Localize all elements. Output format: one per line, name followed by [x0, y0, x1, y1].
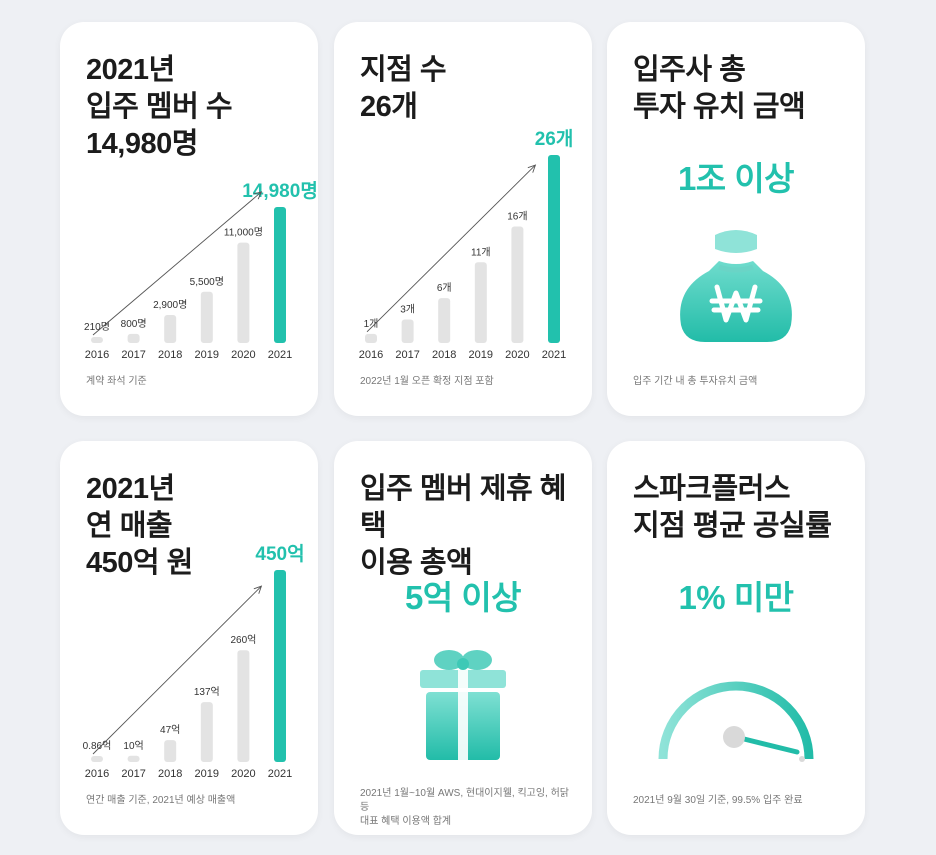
tick-label-2017: 2017	[395, 349, 419, 361]
gauge-needle	[733, 734, 800, 755]
card-note: 2021년 9월 30일 기준, 99.5% 입주 완료	[633, 795, 803, 806]
bar-2018	[164, 315, 177, 343]
data-label-2018: 2,900명	[153, 299, 187, 311]
bar-2021	[548, 155, 560, 343]
data-label-2020: 260억	[230, 634, 256, 646]
data-label-2016: 1개	[364, 318, 379, 330]
data-label-2020: 16개	[507, 211, 527, 223]
card-title: 스파크플러스 지점 평균 공실률	[633, 473, 832, 542]
data-label-2016: 210명	[84, 321, 110, 333]
tick-label-2021: 2021	[542, 349, 566, 361]
data-label-2020: 11,000명	[224, 227, 263, 239]
money-bag-icon	[680, 230, 792, 342]
card-title: 2021년 입주 멤버 수 14,980명	[86, 54, 233, 160]
card-branches: 지점 수 26개 1개 2016 3개 2017 6개 2018 11개 2019 16개 202…	[334, 22, 592, 416]
members-chart: 210명 2016 800명 2017 2,900명 2018 5,500명 2019 11,0…	[84, 180, 318, 361]
big-value: 1조 이상	[677, 160, 795, 197]
data-label-2019: 11개	[471, 246, 491, 258]
data-label-2021: 14,980명	[242, 180, 318, 202]
bar-2019	[200, 702, 213, 762]
card-members: 2021년 입주 멤버 수 14,980명 210명 2016 800명 2017 2,…	[60, 22, 318, 416]
tick-label-2016: 2016	[85, 768, 109, 780]
gift-box-icon	[420, 650, 506, 760]
tick-label-2019: 2019	[195, 768, 219, 780]
tick-label-2018: 2018	[158, 349, 182, 361]
tick-label-2020: 2020	[231, 768, 255, 780]
tick-label-2021: 2021	[268, 349, 292, 361]
data-label-2018: 47억	[160, 724, 180, 736]
tick-label-2018: 2018	[432, 349, 456, 361]
tick-label-2016: 2016	[85, 349, 109, 361]
tick-label-2020: 2020	[231, 349, 255, 361]
tick-label-2017: 2017	[121, 768, 145, 780]
card-note: 연간 매출 기준, 2021년 예상 매출액	[86, 795, 236, 806]
bar-2021	[274, 570, 286, 762]
tick-label-2019: 2019	[195, 349, 219, 361]
bar-2019	[474, 262, 487, 343]
tick-label-2017: 2017	[121, 349, 145, 361]
data-label-2021: 26개	[535, 128, 574, 150]
card-benefits: 입주 멤버 제휴 혜택 이용 총액 5억 이상 2021년 1월~10월 AWS…	[334, 441, 592, 835]
card-note: 2021년 1월~10월 AWS, 현대이지웰, 킥고잉, 허닭 등 대표 혜택…	[360, 788, 570, 827]
big-value: 1% 미만	[678, 579, 794, 616]
data-label-2019: 5,500명	[190, 276, 224, 288]
data-label-2017: 800명	[121, 318, 147, 330]
bar-2020	[237, 242, 250, 343]
trend-arrow	[366, 164, 536, 333]
card-title: 2021년 연 매출 450억 원	[86, 473, 193, 579]
trend-arrow-head	[527, 164, 537, 173]
bar-2020	[511, 226, 524, 343]
bar-2017	[127, 333, 140, 343]
bar-2020	[237, 650, 250, 762]
data-label-2019: 137억	[194, 686, 220, 698]
card-vacancy: 스파크플러스 지점 평균 공실률 1% 미만 2021년 9월 30일 기준, …	[607, 441, 865, 835]
gauge-icon	[658, 681, 814, 762]
data-label-2021: 450억	[255, 543, 304, 565]
bar-2016	[91, 337, 103, 343]
trend-arrow-head	[253, 585, 263, 594]
data-label-2017: 10억	[123, 740, 143, 752]
card-note: 입주 기간 내 총 투자유치 금액	[633, 376, 758, 387]
bar-2019	[200, 291, 213, 343]
card-title: 입주사 총 투자 유치 금액	[633, 54, 806, 123]
gauge-hub	[723, 726, 745, 748]
card-title: 지점 수 26개	[360, 54, 447, 123]
revenue-chart: 0.86억201610억201747억2018137억2019260억20204…	[83, 543, 305, 780]
data-label-2017: 3개	[400, 304, 415, 316]
branches-chart: 1개 2016 3개 2017 6개 2018 11개 2019 16개 2020 26개 2021	[359, 128, 574, 361]
bar-2017	[127, 755, 140, 762]
big-value: 5억 이상	[404, 579, 522, 616]
tick-label-2018: 2018	[158, 768, 182, 780]
tick-label-2016: 2016	[359, 349, 383, 361]
card-note: 2022년 1월 오픈 확정 지점 포함	[360, 376, 494, 387]
card-revenue: 2021년 연 매출 450억 원 0.86억 2016 10억 2017 47억 201…	[60, 441, 318, 835]
trend-arrow-head	[253, 191, 263, 200]
trend-arrow	[92, 191, 262, 336]
data-label-2018: 6개	[437, 282, 452, 294]
tick-label-2021: 2021	[268, 768, 292, 780]
card-investment: 입주사 총 투자 유치 금액 1조 이상 입주 기간 내 총 투자유치 금액	[607, 22, 865, 416]
bar-2017	[401, 319, 414, 343]
trend-arrow	[92, 585, 262, 755]
bar-2018	[438, 298, 451, 343]
tick-label-2020: 2020	[505, 349, 529, 361]
card-note: 계약 좌석 기준	[86, 376, 147, 387]
card-title: 입주 멤버 제휴 혜택 이용 총액	[360, 473, 566, 579]
bar-2018	[164, 740, 177, 762]
bar-2016	[91, 756, 103, 762]
tick-label-2019: 2019	[469, 349, 493, 361]
bar-2021	[274, 207, 286, 343]
bar-2016	[365, 333, 377, 343]
